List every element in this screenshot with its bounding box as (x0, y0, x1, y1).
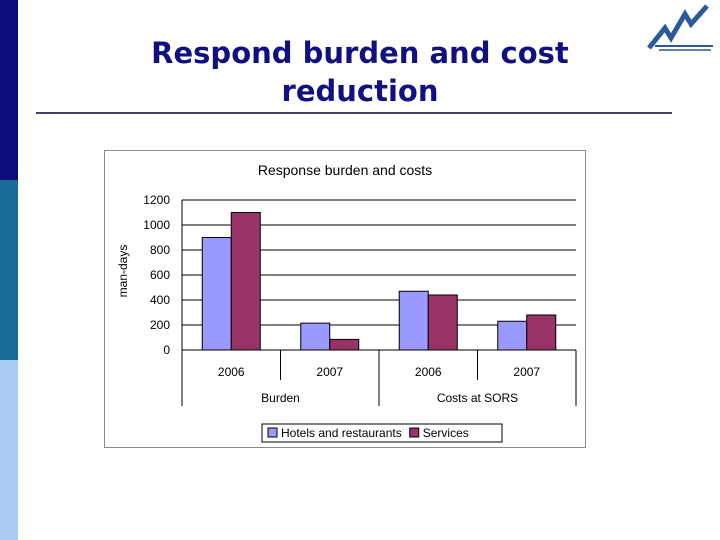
x-tick-label: 2007 (316, 365, 343, 379)
y-axis-label: man-days (116, 245, 130, 298)
y-tick-label: 200 (150, 318, 170, 332)
sidebar-stripe-top (0, 0, 18, 180)
legend-box (261, 423, 503, 443)
bar (398, 290, 429, 351)
bar-chart: Response burden and costs man-days 0 200 4… (116, 162, 577, 443)
y-tick-label: 1000 (143, 218, 170, 232)
legend-swatch (409, 427, 420, 438)
legend-label: Hotels and restaurants (281, 426, 402, 440)
bar (230, 212, 261, 351)
group-label: Burden (261, 391, 300, 405)
sidebar-stripe-middle (0, 180, 18, 360)
legend-swatch (267, 427, 278, 438)
bar (427, 294, 458, 351)
x-tick-label: 2006 (218, 365, 245, 379)
y-tick-label: 400 (150, 293, 170, 307)
bar (201, 237, 232, 351)
x-tick-label: 2007 (513, 365, 540, 379)
legend-label: Services (423, 426, 469, 440)
slide-title: Respond burden and cost reduction (151, 36, 569, 108)
bar (329, 338, 360, 351)
y-tick-label: 0 (163, 343, 170, 357)
y-tick-label: 600 (150, 268, 170, 282)
zigzag-lightning-logo-icon (647, 4, 713, 51)
group-label: Costs at SORS (437, 391, 518, 405)
y-tick-label: 1200 (143, 193, 170, 207)
sidebar-stripe-bottom (0, 360, 18, 540)
bar (300, 322, 331, 351)
bar (497, 320, 528, 351)
chart-title: Response burden and costs (258, 162, 432, 178)
x-tick-label: 2006 (415, 365, 442, 379)
bar (526, 314, 557, 351)
y-tick-label: 800 (150, 243, 170, 257)
title-divider (36, 112, 672, 114)
